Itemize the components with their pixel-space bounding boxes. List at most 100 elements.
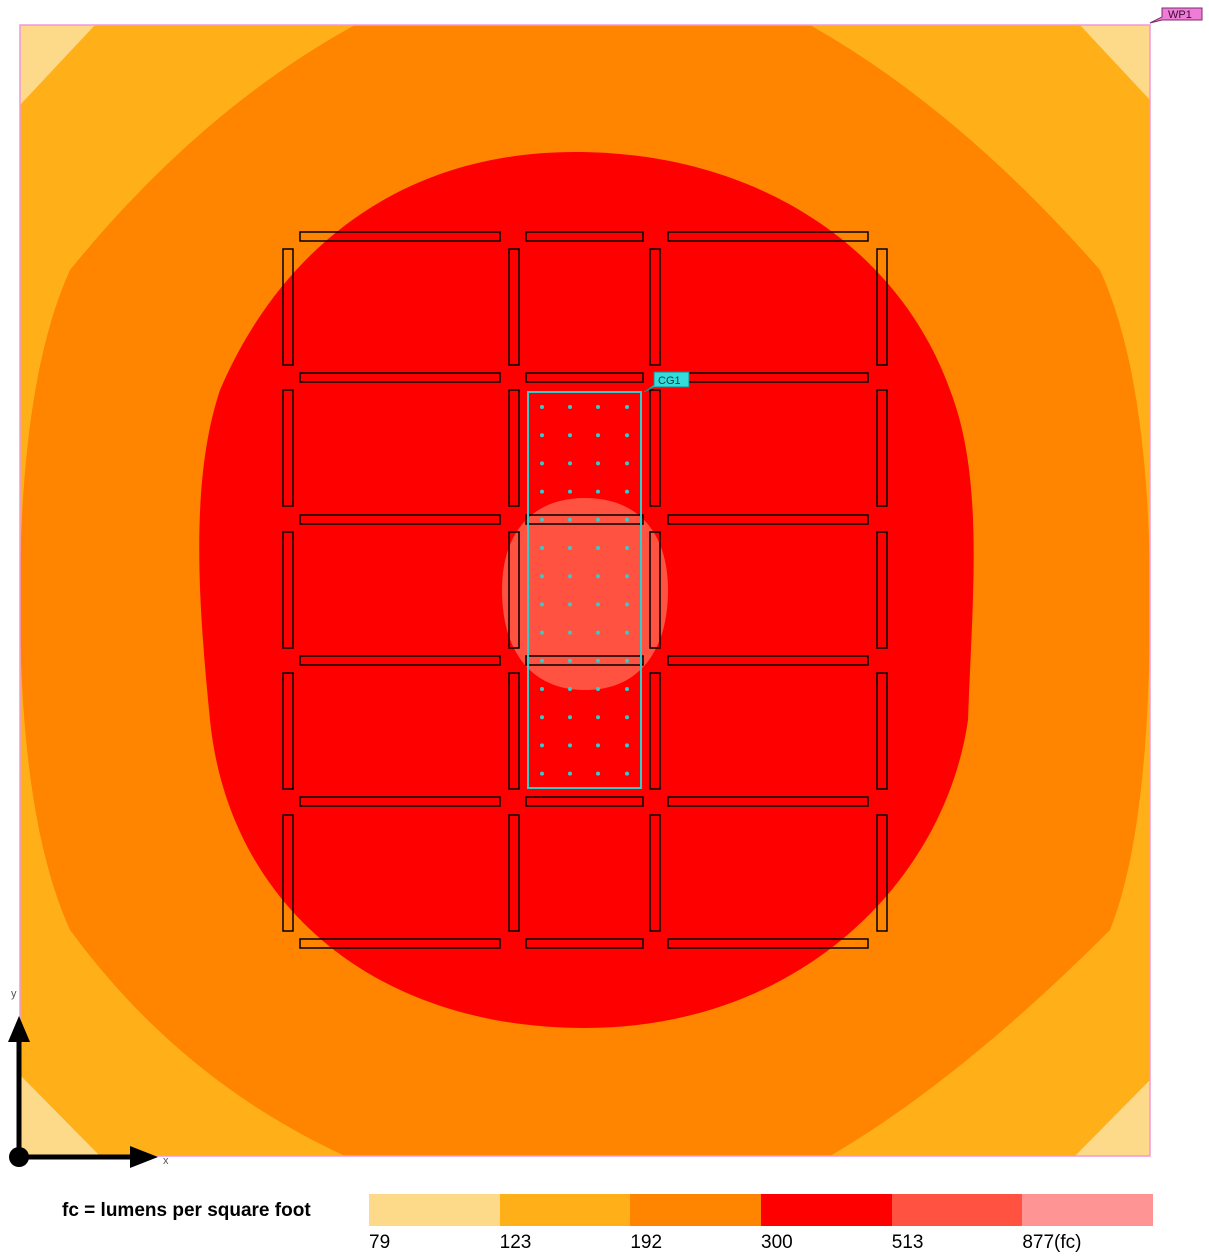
calc-point: [540, 433, 544, 438]
luminaire-outline: [525, 938, 644, 949]
calc-point: [568, 771, 572, 776]
luminaire-outline: [667, 938, 869, 949]
legend-value: 300: [761, 1232, 793, 1253]
legend-value: 513: [891, 1232, 924, 1253]
axis-indicator: y x: [8, 988, 169, 1168]
calc-point: [540, 715, 544, 720]
luminaire-outline: [508, 531, 520, 649]
calc-point: [596, 630, 600, 635]
calc-point: [540, 743, 544, 748]
luminaire-layout: [282, 231, 888, 949]
luminaire-outline: [299, 655, 501, 666]
luminaire-outline: [508, 248, 520, 366]
luminaire-outline: [525, 372, 644, 383]
calc-point: [596, 433, 600, 438]
calc-point: [625, 687, 629, 691]
calc-point: [596, 574, 600, 579]
legend-swatch: [369, 1194, 500, 1226]
calc-grid-boundary: [527, 391, 642, 789]
calc-point: [596, 546, 600, 550]
calc-point: [596, 405, 600, 409]
calc-point: [568, 517, 572, 522]
luminaire-outline: [667, 796, 869, 807]
calc-point: [625, 433, 629, 438]
calc-point: [568, 461, 572, 466]
calc-point: [625, 630, 629, 635]
y-axis-arrowhead: [8, 1016, 30, 1042]
luminaire-outline: [876, 672, 888, 790]
contour-map: [20, 25, 1150, 1156]
calc-point: [625, 743, 629, 748]
legend-caption: fc = lumens per square foot: [62, 1200, 311, 1221]
luminaire-outline: [649, 248, 661, 366]
contour-level-513: [502, 498, 668, 690]
luminaire-outline: [525, 655, 644, 666]
calc-point: [568, 743, 572, 748]
calc-point: [540, 602, 544, 607]
luminaire-outline: [876, 814, 888, 932]
legend-swatch: [1022, 1194, 1154, 1226]
legend-swatch: [891, 1194, 1023, 1226]
calc-point: [596, 602, 600, 607]
luminaire-outline: [667, 231, 869, 242]
legend-value: 877(fc): [1022, 1232, 1082, 1253]
calc-point: [625, 461, 629, 466]
calc-point: [568, 630, 572, 635]
calc-point: [596, 489, 600, 494]
calc-point: [568, 574, 572, 579]
calc-point: [625, 405, 629, 409]
calc-point: [540, 517, 544, 522]
luminaire-outline: [282, 389, 294, 507]
luminaire-outline: [525, 514, 644, 525]
calc-point: [540, 405, 544, 409]
calc-point: [540, 658, 544, 663]
luminaire-outline: [299, 514, 501, 525]
legend-value-labels: 79 123 192 300 513 877(fc): [369, 1232, 1153, 1256]
luminaire-outline: [649, 531, 661, 649]
luminaire-outline: [876, 531, 888, 649]
calc-point: [540, 489, 544, 494]
luminaire-outline: [282, 672, 294, 790]
legend-swatch: [630, 1194, 762, 1226]
legend-color-scale: [369, 1194, 1154, 1226]
calc-point: [596, 715, 600, 720]
calc-point: [568, 687, 572, 691]
legend-value: 79: [369, 1232, 391, 1253]
calc-point: [625, 715, 629, 720]
luminaire-outline: [282, 248, 294, 366]
calc-point: [625, 658, 629, 663]
calc-point: [568, 433, 572, 438]
luminaire-outline: [299, 938, 501, 949]
calc-point: [568, 546, 572, 550]
luminaire-outline: [667, 655, 869, 666]
legend-swatch: [761, 1194, 892, 1226]
luminaire-outline: [649, 814, 661, 932]
luminaire-outline: [649, 672, 661, 790]
calc-point: [625, 489, 629, 494]
luminaire-outline: [508, 672, 520, 790]
luminaire-outline: [299, 372, 501, 383]
calc-point: [568, 405, 572, 409]
y-axis-label: y: [11, 988, 17, 1000]
calc-grid-points: [540, 405, 629, 776]
x-axis-arrowhead: [130, 1146, 158, 1168]
calc-point: [540, 546, 544, 550]
luminaire-outline: [525, 231, 644, 242]
legend-swatch: [499, 1194, 631, 1226]
calc-point: [540, 687, 544, 691]
calc-point: [596, 517, 600, 522]
calc-point: [568, 602, 572, 607]
luminaire-outline: [282, 814, 294, 932]
workplane-tag-label: WP1: [1168, 9, 1192, 21]
luminaire-outline: [649, 389, 661, 507]
calc-grid-tag-label: CG1: [658, 375, 681, 387]
luminaire-outline: [299, 796, 501, 807]
calc-point: [540, 630, 544, 635]
calc-point: [596, 687, 600, 691]
luminaire-outline: [299, 231, 501, 242]
legend-value: 192: [630, 1232, 663, 1253]
calc-point: [596, 658, 600, 663]
calc-point: [540, 771, 544, 776]
calc-point: [568, 489, 572, 494]
x-axis-label: x: [163, 1155, 169, 1167]
